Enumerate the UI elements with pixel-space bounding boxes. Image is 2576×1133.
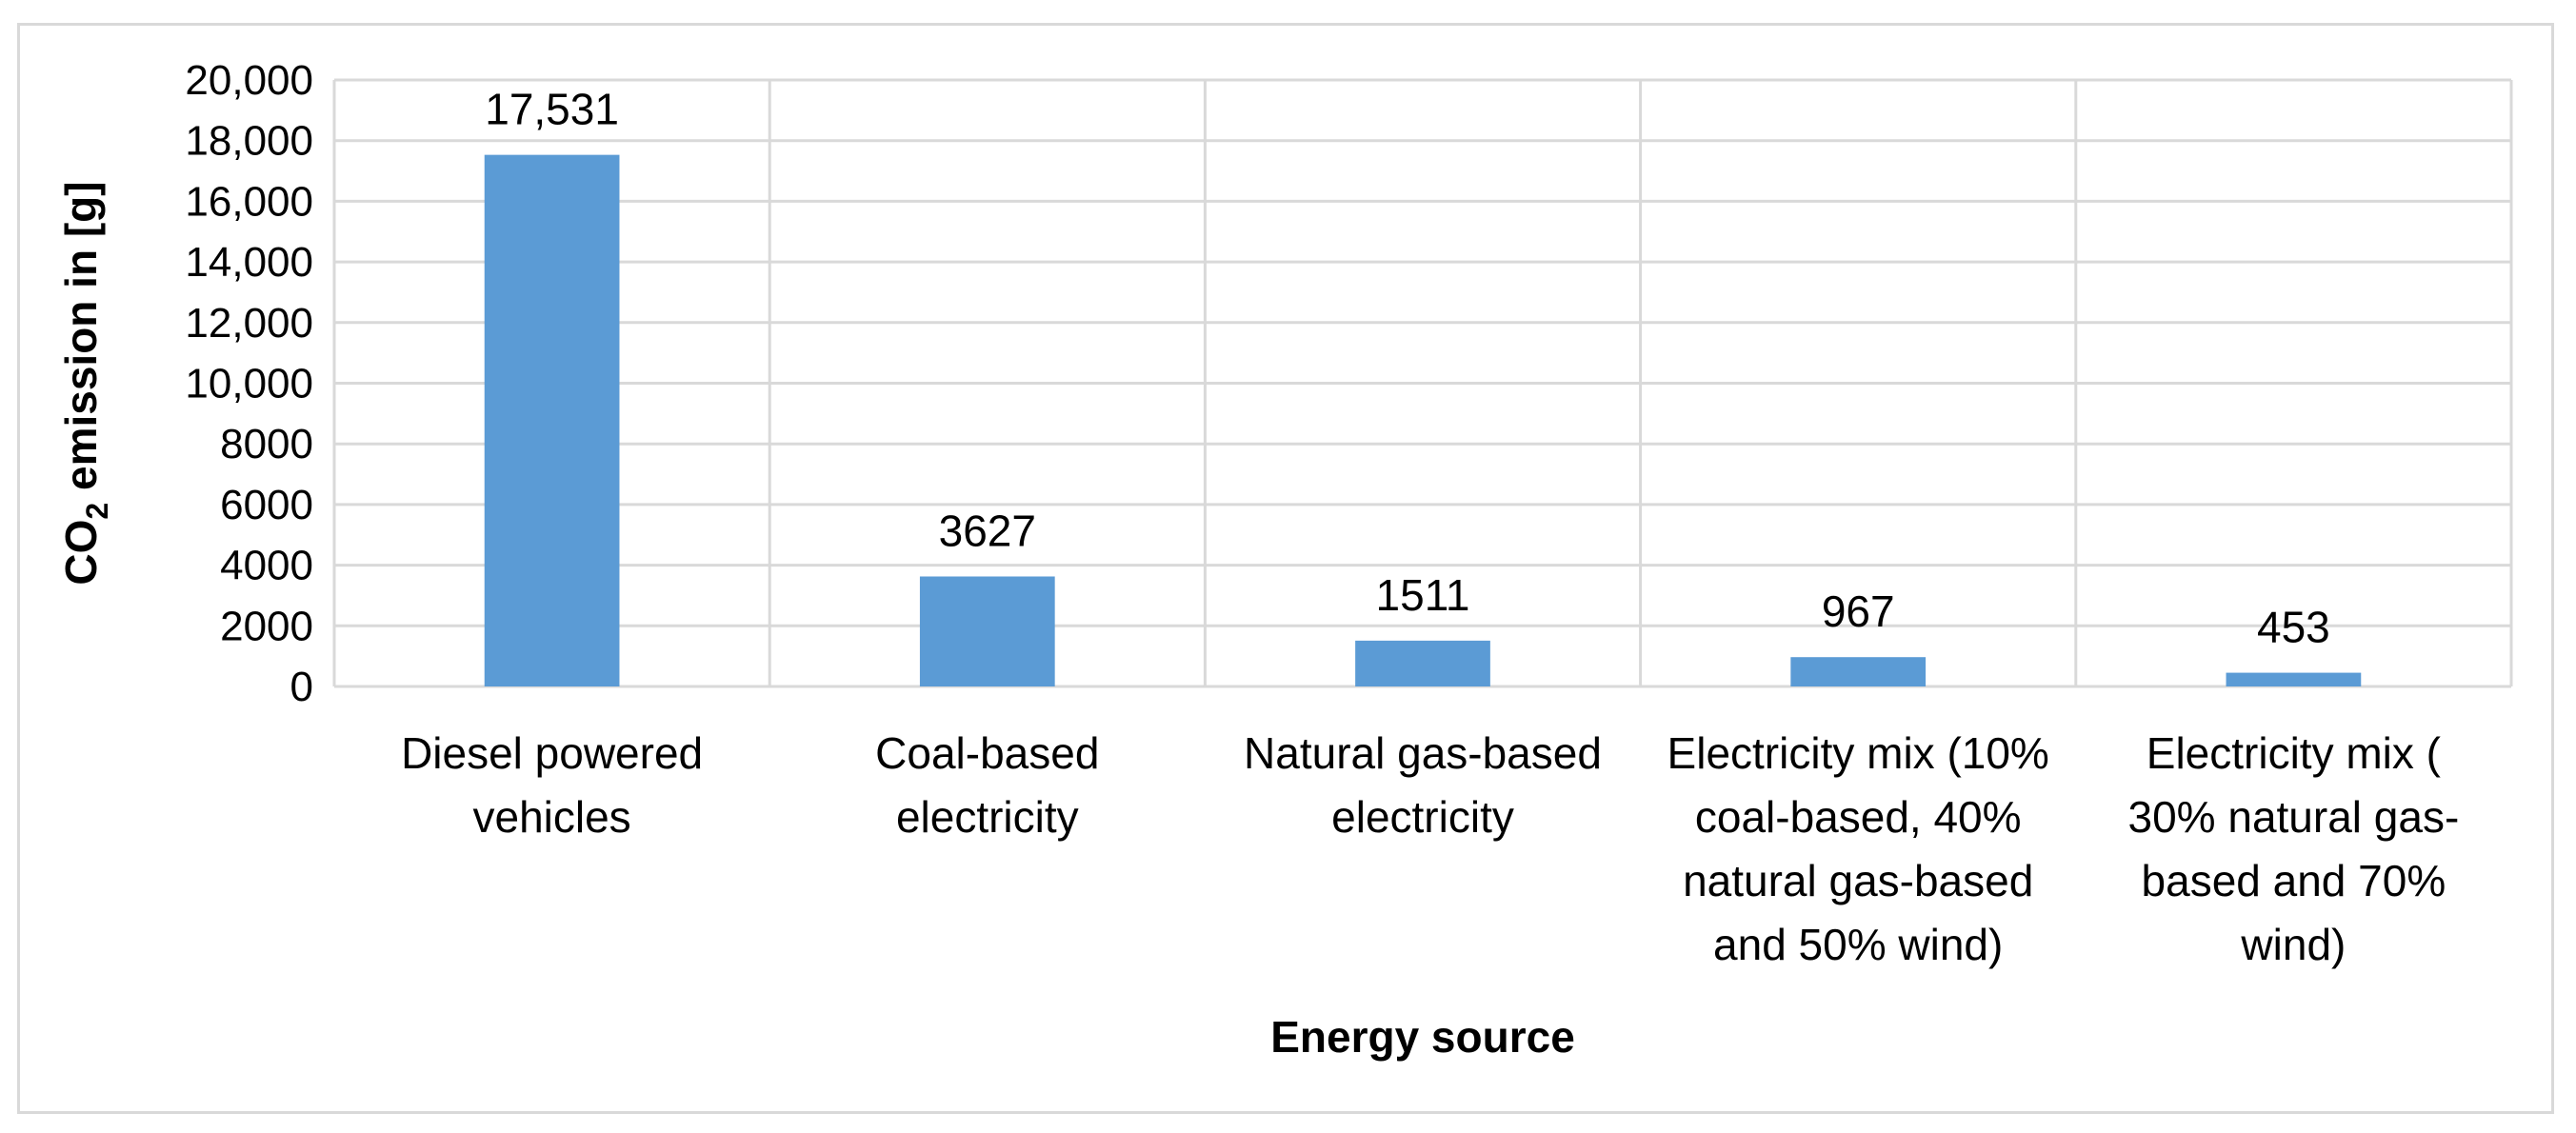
- x-tick-label: Electricity mix (10% coal-based, 40% natur…: [1667, 728, 2049, 969]
- x-tick-label: Electricity mix ( 30% natural gas-based a…: [2128, 728, 2460, 969]
- x-tick-label: Natural gas-based electricity: [1244, 728, 1602, 842]
- x-tick-label-line: Coal-based: [875, 728, 1099, 778]
- y-tick-label: 6000: [220, 482, 313, 528]
- x-tick-label-line: coal-based, 40%: [1695, 792, 2022, 842]
- bar: [2227, 673, 2362, 686]
- bar-chart: 0 2000 4000 6000 8000 10,000 12,000 14,000 16,00…: [20, 26, 2557, 1117]
- y-tick-label: 4000: [220, 543, 313, 589]
- x-tick-label-line: natural gas-based: [1683, 856, 2033, 905]
- data-label: 453: [2257, 603, 2330, 652]
- y-tick-label: 12,000: [185, 300, 313, 347]
- bar: [920, 576, 1055, 686]
- chart-frame: 0 2000 4000 6000 8000 10,000 12,000 14,000 16,00…: [17, 23, 2554, 1114]
- bar: [1355, 641, 1490, 686]
- y-tick-label: 16,000: [185, 178, 313, 225]
- x-tick-label-line: Natural gas-based: [1244, 728, 1602, 778]
- bar: [485, 155, 620, 686]
- y-tick-label: 0: [290, 664, 313, 710]
- x-tick-label-line: vehicles: [472, 792, 630, 842]
- y-axis-title-rest: emission in [g]: [56, 181, 106, 502]
- y-axis-title-main: CO: [56, 520, 106, 586]
- y-tick-label: 18,000: [185, 118, 313, 165]
- x-axis-title: Energy source: [1270, 1012, 1575, 1062]
- data-label: 967: [1822, 586, 1895, 636]
- x-tick-label-line: Electricity mix (: [2147, 728, 2442, 778]
- x-tick-label-line: Electricity mix (10%: [1667, 728, 2049, 778]
- y-tick-label: 8000: [220, 421, 313, 467]
- x-tick-label-line: electricity: [896, 792, 1079, 842]
- x-tick-label-line: electricity: [1331, 792, 1514, 842]
- x-tick-label-line: wind): [2240, 920, 2346, 969]
- y-axis-title-subscript: 2: [80, 503, 114, 520]
- y-tick-label: 14,000: [185, 239, 313, 286]
- x-tick-label-line: based and 70%: [2142, 856, 2446, 905]
- x-tick-label: Diesel powered vehicles: [401, 728, 703, 842]
- x-tick-label-line: and 50% wind): [1713, 920, 2003, 969]
- data-label: 17,531: [485, 85, 619, 134]
- bar: [1790, 657, 1926, 686]
- data-label: 1511: [1376, 570, 1470, 620]
- y-tick-label: 20,000: [185, 57, 313, 104]
- data-label: 3627: [939, 506, 1036, 555]
- x-tick-label: Coal-based electricity: [875, 728, 1099, 842]
- x-tick-label-line: Diesel powered: [401, 728, 703, 778]
- y-tick-label: 2000: [220, 603, 313, 649]
- y-tick-label: 10,000: [185, 361, 313, 407]
- x-tick-label-line: 30% natural gas-: [2128, 792, 2460, 842]
- y-axis-title: CO2 emission in [g]: [56, 181, 114, 585]
